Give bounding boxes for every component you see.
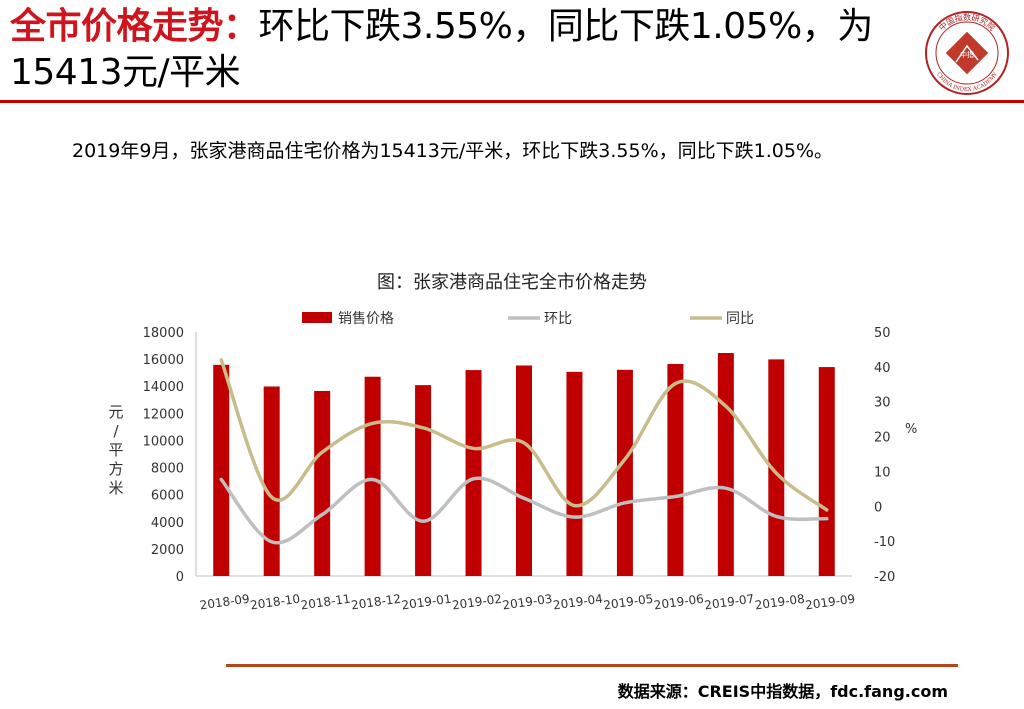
y-right-tick-label: 20 [874,431,891,446]
legend-label-环比: 环比 [544,311,572,327]
bar-2019-06 [667,363,684,576]
x-tick-label: 2019-06 [653,592,705,613]
y-right-tick-label: 30 [874,396,891,411]
legend-label-销售价格: 销售价格 [338,311,394,327]
y-right-tick-label: 0 [874,500,882,515]
y-right-tick-label: -10 [874,535,895,550]
bar-2019-03 [516,365,532,576]
y-left-tick-label: 6000 [151,489,184,504]
seal-center-text: 中指 [960,50,974,59]
data-source: 数据来源：CREIS中指数据，fdc.fang.com [617,682,948,701]
x-tick-label: 2018-09 [199,592,251,613]
x-tick-label: 2018-10 [249,592,301,613]
footer-divider [226,664,958,667]
bar-2019-08 [768,359,785,576]
bar-2018-11 [314,390,331,576]
page-title: 全市价格走势：环比下跌3.55%，同比下跌1.05%，为15413元/平米 [10,4,910,96]
bar-2019-09 [818,367,835,576]
title-highlight: 全市价格走势： [10,6,259,47]
x-tick-label: 2018-11 [300,592,352,613]
x-tick-label: 2019-02 [451,592,503,613]
y-right-axis-label: % [905,422,917,437]
y-left-axis-label-char: 方 [108,460,123,478]
x-tick-label: 2018-12 [350,592,402,613]
y-left-tick-label: 10000 [143,434,184,449]
china-index-academy-seal-icon: 中国指数研究院 CHINA INDEX ACADEMY 中指 [925,11,1009,95]
bar-2019-05 [616,369,633,576]
y-left-tick-label: 16000 [143,353,184,368]
bar-2018-10 [263,386,280,576]
y-left-tick-label: 4000 [151,516,184,531]
y-right-tick-label: 10 [874,465,891,480]
y-left-axis-label-char: 元 [108,403,123,421]
x-tick-label: 2019-05 [603,592,655,613]
bar-2019-04 [566,371,583,576]
y-left-tick-label: 14000 [143,380,184,395]
summary-text: 2019年9月，张家港商品住宅价格为15413元/平米，环比下跌3.55%，同比… [72,140,834,162]
x-tick-label: 2019-07 [703,592,755,613]
x-tick-label: 2019-09 [804,592,856,613]
y-left-axis-label-char: 米 [108,479,123,497]
legend-label-同比: 同比 [726,311,754,327]
y-right-tick-label: 50 [874,326,891,341]
y-left-tick-label: 0 [176,570,184,585]
y-left-axis-label-char: 平 [108,441,123,459]
y-left-axis-label-char: / [113,422,119,440]
y-left-tick-label: 18000 [143,326,184,341]
y-right-tick-label: -20 [874,570,895,585]
x-tick-label: 2019-01 [401,592,453,613]
bar-2018-09 [213,364,230,576]
line-series-环比 [219,476,829,545]
bar-2018-12 [364,376,381,576]
title-divider [0,100,1024,103]
y-right-tick-label: 40 [874,361,891,376]
chart-title: 图：张家港商品住宅全市价格走势 [377,272,647,293]
bar-2019-01 [415,385,432,576]
y-left-tick-label: 2000 [151,543,184,558]
x-tick-label: 2019-04 [552,592,604,613]
x-tick-label: 2019-03 [502,592,554,613]
bar-2019-07 [717,353,734,576]
line-series-同比 [219,358,829,512]
bar-2019-02 [465,370,482,576]
title-rest: 环比下跌3.55%，同比下跌1.05%，为15413元/平米 [10,6,873,93]
x-tick-label: 2019-08 [754,592,806,613]
legend-swatch-销售价格 [302,312,332,323]
y-left-tick-label: 8000 [151,462,184,477]
y-left-tick-label: 12000 [143,407,184,422]
